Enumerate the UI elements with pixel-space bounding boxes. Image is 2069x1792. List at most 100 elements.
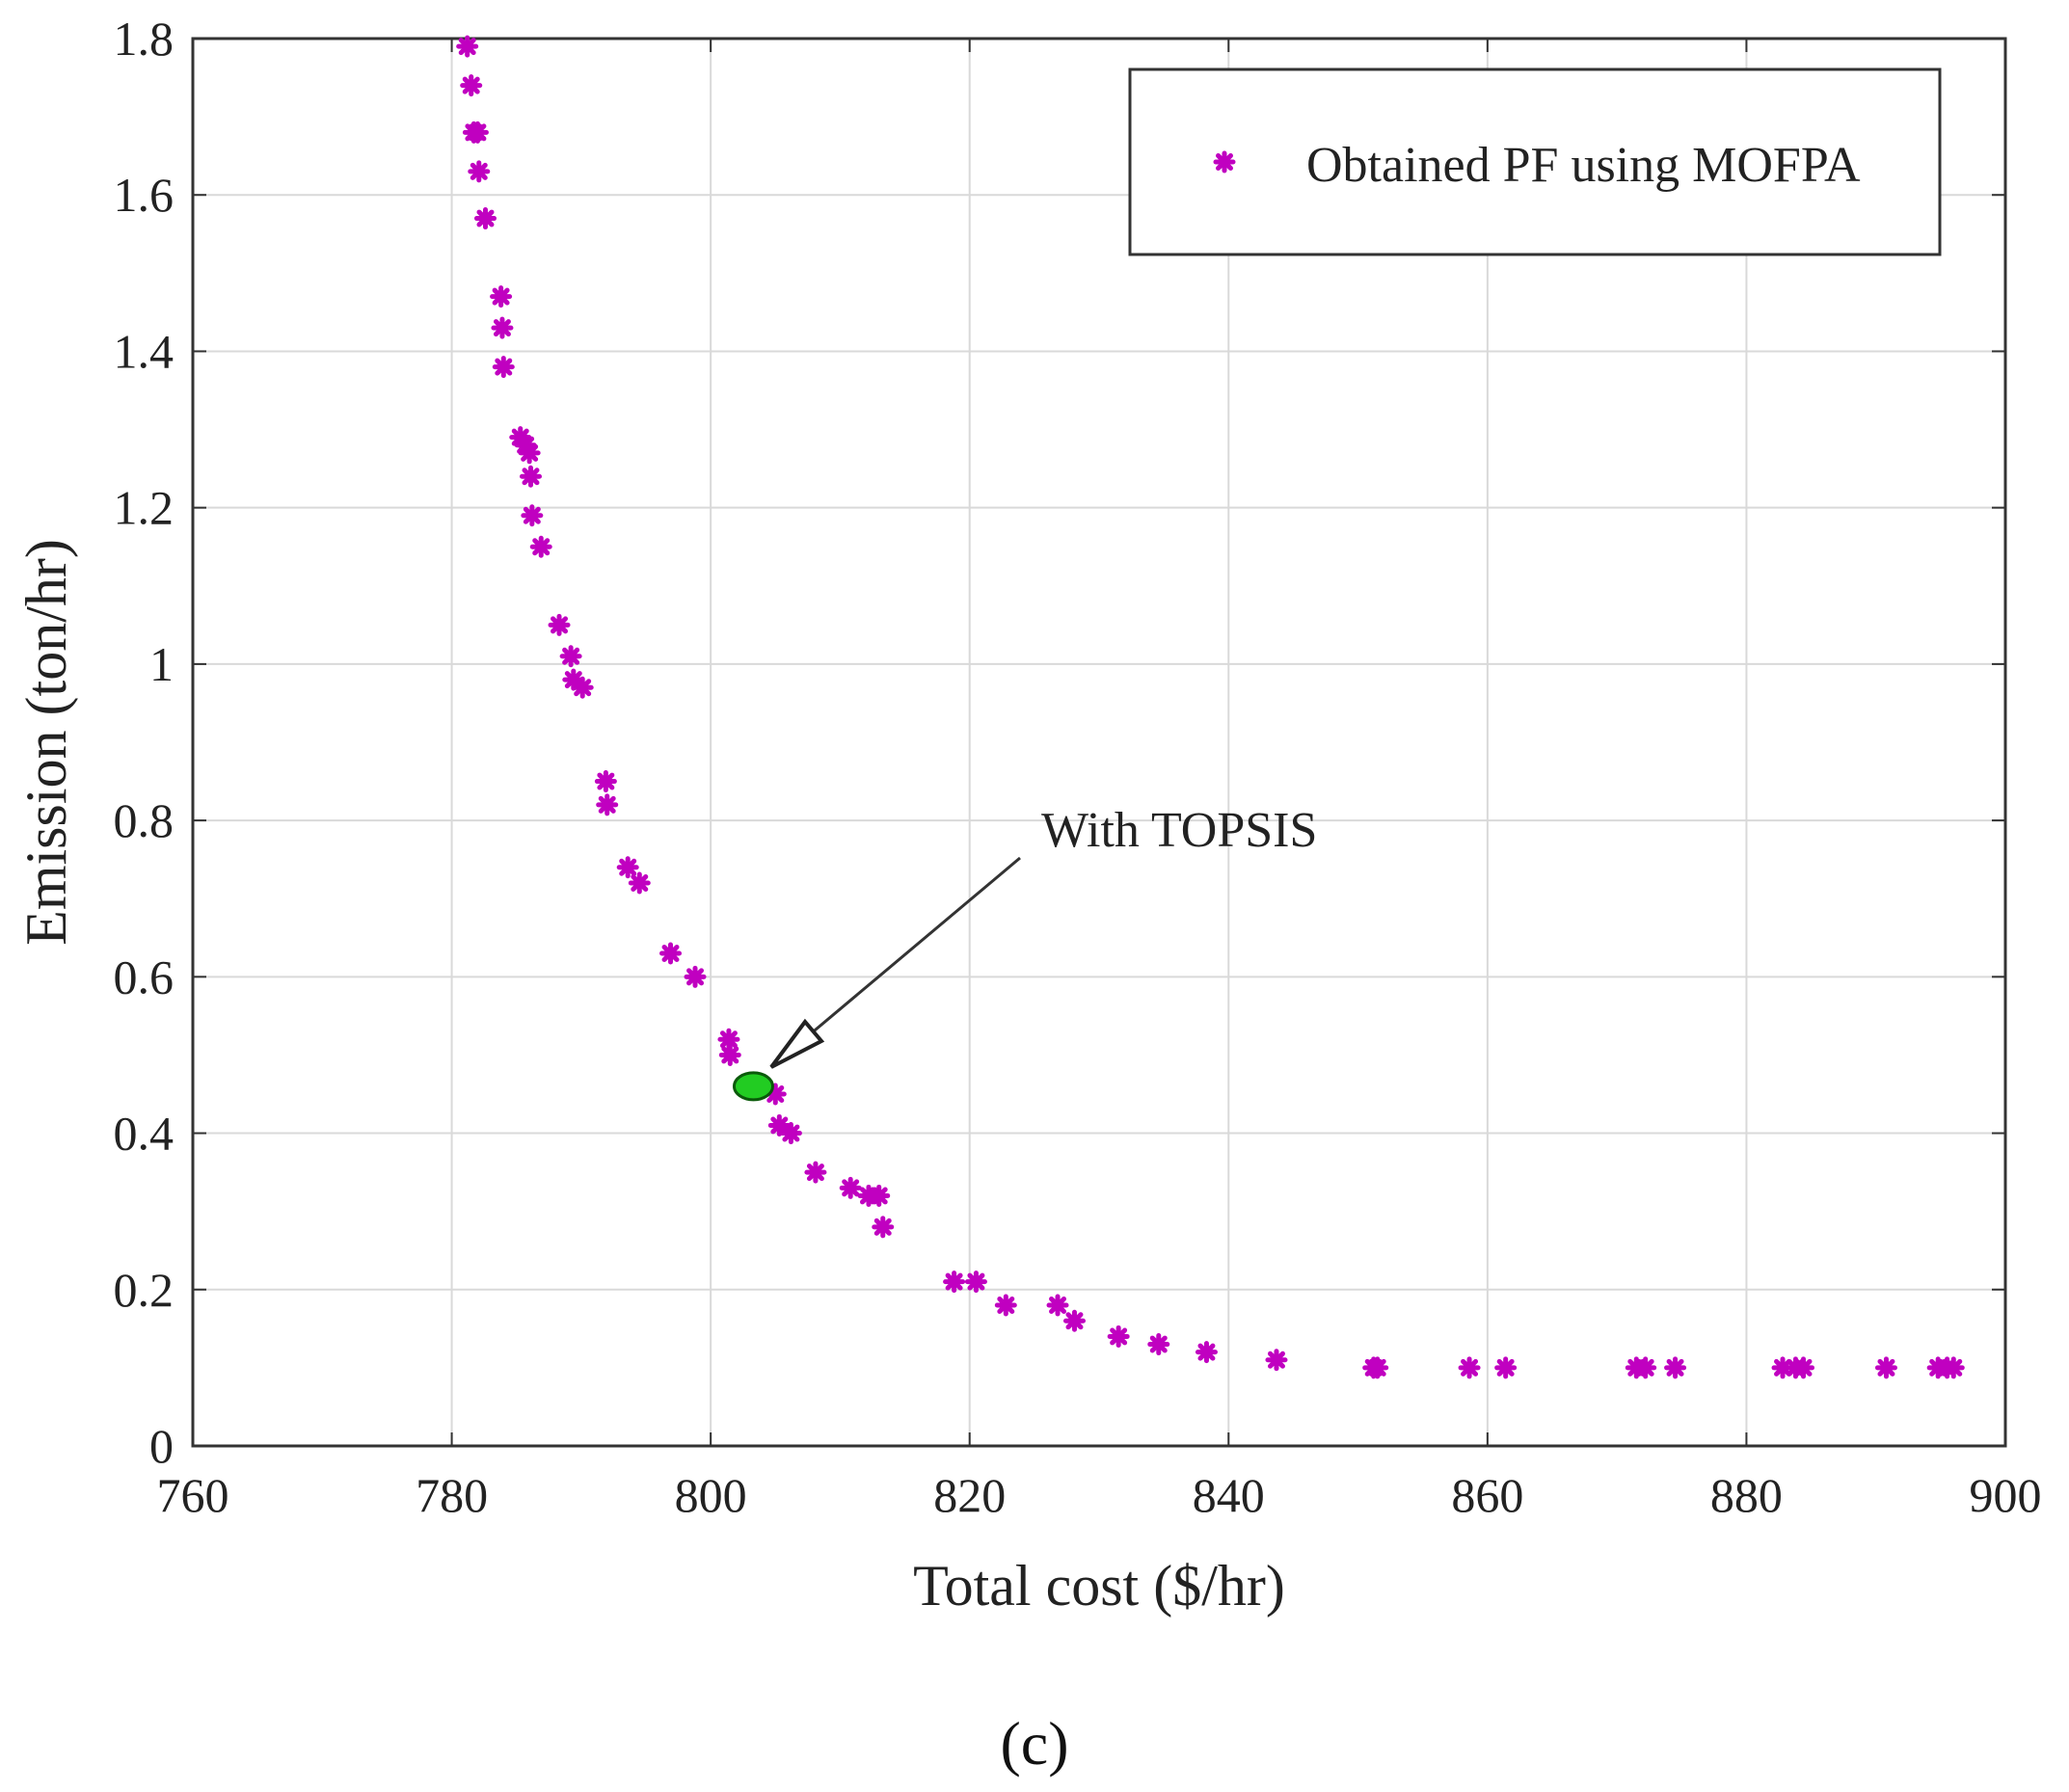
y-tick-label: 1 — [149, 637, 174, 691]
asterisk-core — [554, 620, 565, 630]
x-tick-label: 820 — [933, 1468, 1006, 1522]
y-axis-ticks: 0 0.2 0.4 0.6 0.8 1 1.2 1.4 1.6 1.8 — [114, 12, 2005, 1473]
data-point — [839, 1176, 862, 1199]
asterisk-core — [723, 1034, 734, 1045]
data-point — [529, 535, 552, 558]
legend-marker — [1213, 150, 1236, 174]
asterisk-core — [498, 361, 509, 372]
data-point — [518, 441, 541, 465]
y-tick-label: 0.8 — [114, 793, 175, 847]
data-point — [684, 965, 707, 988]
data-point — [616, 856, 639, 879]
asterisk-core — [846, 1183, 856, 1193]
data-point — [1458, 1356, 1481, 1379]
data-point — [1634, 1356, 1657, 1379]
asterisk-core — [1114, 1331, 1124, 1342]
x-tick-label: 900 — [1970, 1468, 2042, 1522]
asterisk-core — [786, 1128, 796, 1138]
data-point — [943, 1270, 966, 1294]
data-point — [804, 1161, 827, 1184]
x-axis-label: Total cost ($/hr) — [913, 1554, 1285, 1618]
data-point — [460, 74, 483, 97]
data-point — [1664, 1356, 1687, 1379]
data-point — [964, 1270, 987, 1294]
data-point — [659, 942, 683, 965]
asterisk-core — [480, 213, 491, 224]
asterisk-core — [473, 166, 484, 176]
annotation-label: With TOPSIS — [1041, 803, 1317, 858]
asterisk-core — [602, 799, 612, 810]
data-point — [1771, 1356, 1794, 1379]
y-axis-label: Emission (ton/hr) — [14, 539, 78, 946]
asterisk-core — [1153, 1339, 1164, 1350]
y-tick-label: 1.4 — [114, 324, 175, 378]
asterisk-core — [466, 80, 476, 91]
data-point — [779, 1122, 802, 1145]
asterisk-core — [725, 1050, 736, 1060]
data-point — [1195, 1341, 1218, 1364]
x-tick-label: 800 — [675, 1468, 747, 1522]
y-tick-label: 0.4 — [114, 1107, 175, 1161]
data-point — [492, 356, 515, 379]
data-point — [1147, 1333, 1170, 1356]
asterisk-core — [634, 878, 645, 888]
asterisk-core — [525, 471, 536, 482]
asterisk-core — [524, 447, 535, 458]
pareto-front-series — [456, 35, 1965, 1379]
data-point — [872, 1216, 895, 1239]
asterisk-core — [1372, 1362, 1383, 1373]
y-tick-label: 0.6 — [114, 949, 175, 1003]
data-point — [571, 676, 594, 699]
asterisk-core — [665, 949, 676, 958]
asterisk-core — [623, 862, 633, 872]
asterisk-core — [1640, 1362, 1651, 1373]
asterisk-core — [1271, 1354, 1281, 1365]
plot-frame — [191, 37, 2007, 1448]
figure-caption: (c) — [1000, 1709, 1068, 1778]
data-point — [1046, 1294, 1069, 1317]
data-point — [868, 1184, 891, 1207]
x-tick-label: 880 — [1710, 1468, 1783, 1522]
data-point — [596, 793, 619, 816]
x-axis-ticks: 760 780 800 820 840 860 880 900 — [157, 39, 2042, 1522]
y-tick-label: 0.2 — [114, 1263, 175, 1317]
y-tick-label: 1.2 — [114, 481, 175, 535]
data-point — [466, 120, 489, 144]
asterisk-core — [497, 323, 507, 334]
asterisk-core — [462, 41, 472, 52]
legend-entry-label: Obtained PF using MOFPA — [1306, 138, 1861, 193]
data-point — [1494, 1356, 1518, 1379]
data-point — [473, 207, 497, 230]
data-point — [718, 1043, 741, 1066]
asterisk-core — [472, 127, 483, 138]
y-tick-label: 1.8 — [114, 12, 175, 66]
y-tick-label: 0 — [149, 1419, 174, 1473]
asterisk-core — [770, 1089, 781, 1099]
legend-box — [1128, 67, 1942, 256]
y-tick-label: 1.6 — [114, 168, 175, 222]
data-point — [1366, 1356, 1389, 1379]
asterisk-core — [971, 1276, 981, 1287]
x-tick-label: 760 — [157, 1468, 229, 1522]
data-point — [1792, 1356, 1815, 1379]
asterisk-core — [1001, 1300, 1011, 1310]
data-point — [468, 160, 491, 183]
data-point — [519, 465, 542, 488]
asterisk-core — [1220, 157, 1229, 167]
asterisk-core — [1670, 1362, 1680, 1373]
asterisk-core — [877, 1221, 888, 1232]
asterisk-core — [949, 1276, 959, 1287]
x-tick-label: 780 — [416, 1468, 488, 1522]
data-point — [1942, 1356, 1965, 1379]
annotation-arrow — [778, 856, 1021, 1062]
topsis-highlight-point — [732, 1071, 774, 1102]
data-point — [1265, 1349, 1288, 1372]
legend-marker-asterisk — [1213, 150, 1236, 174]
asterisk-core — [1500, 1362, 1511, 1373]
asterisk-core — [1053, 1300, 1063, 1310]
asterisk-core — [566, 651, 577, 661]
data-point — [490, 285, 513, 308]
asterisk-core — [690, 972, 701, 982]
asterisk-core — [496, 291, 506, 302]
